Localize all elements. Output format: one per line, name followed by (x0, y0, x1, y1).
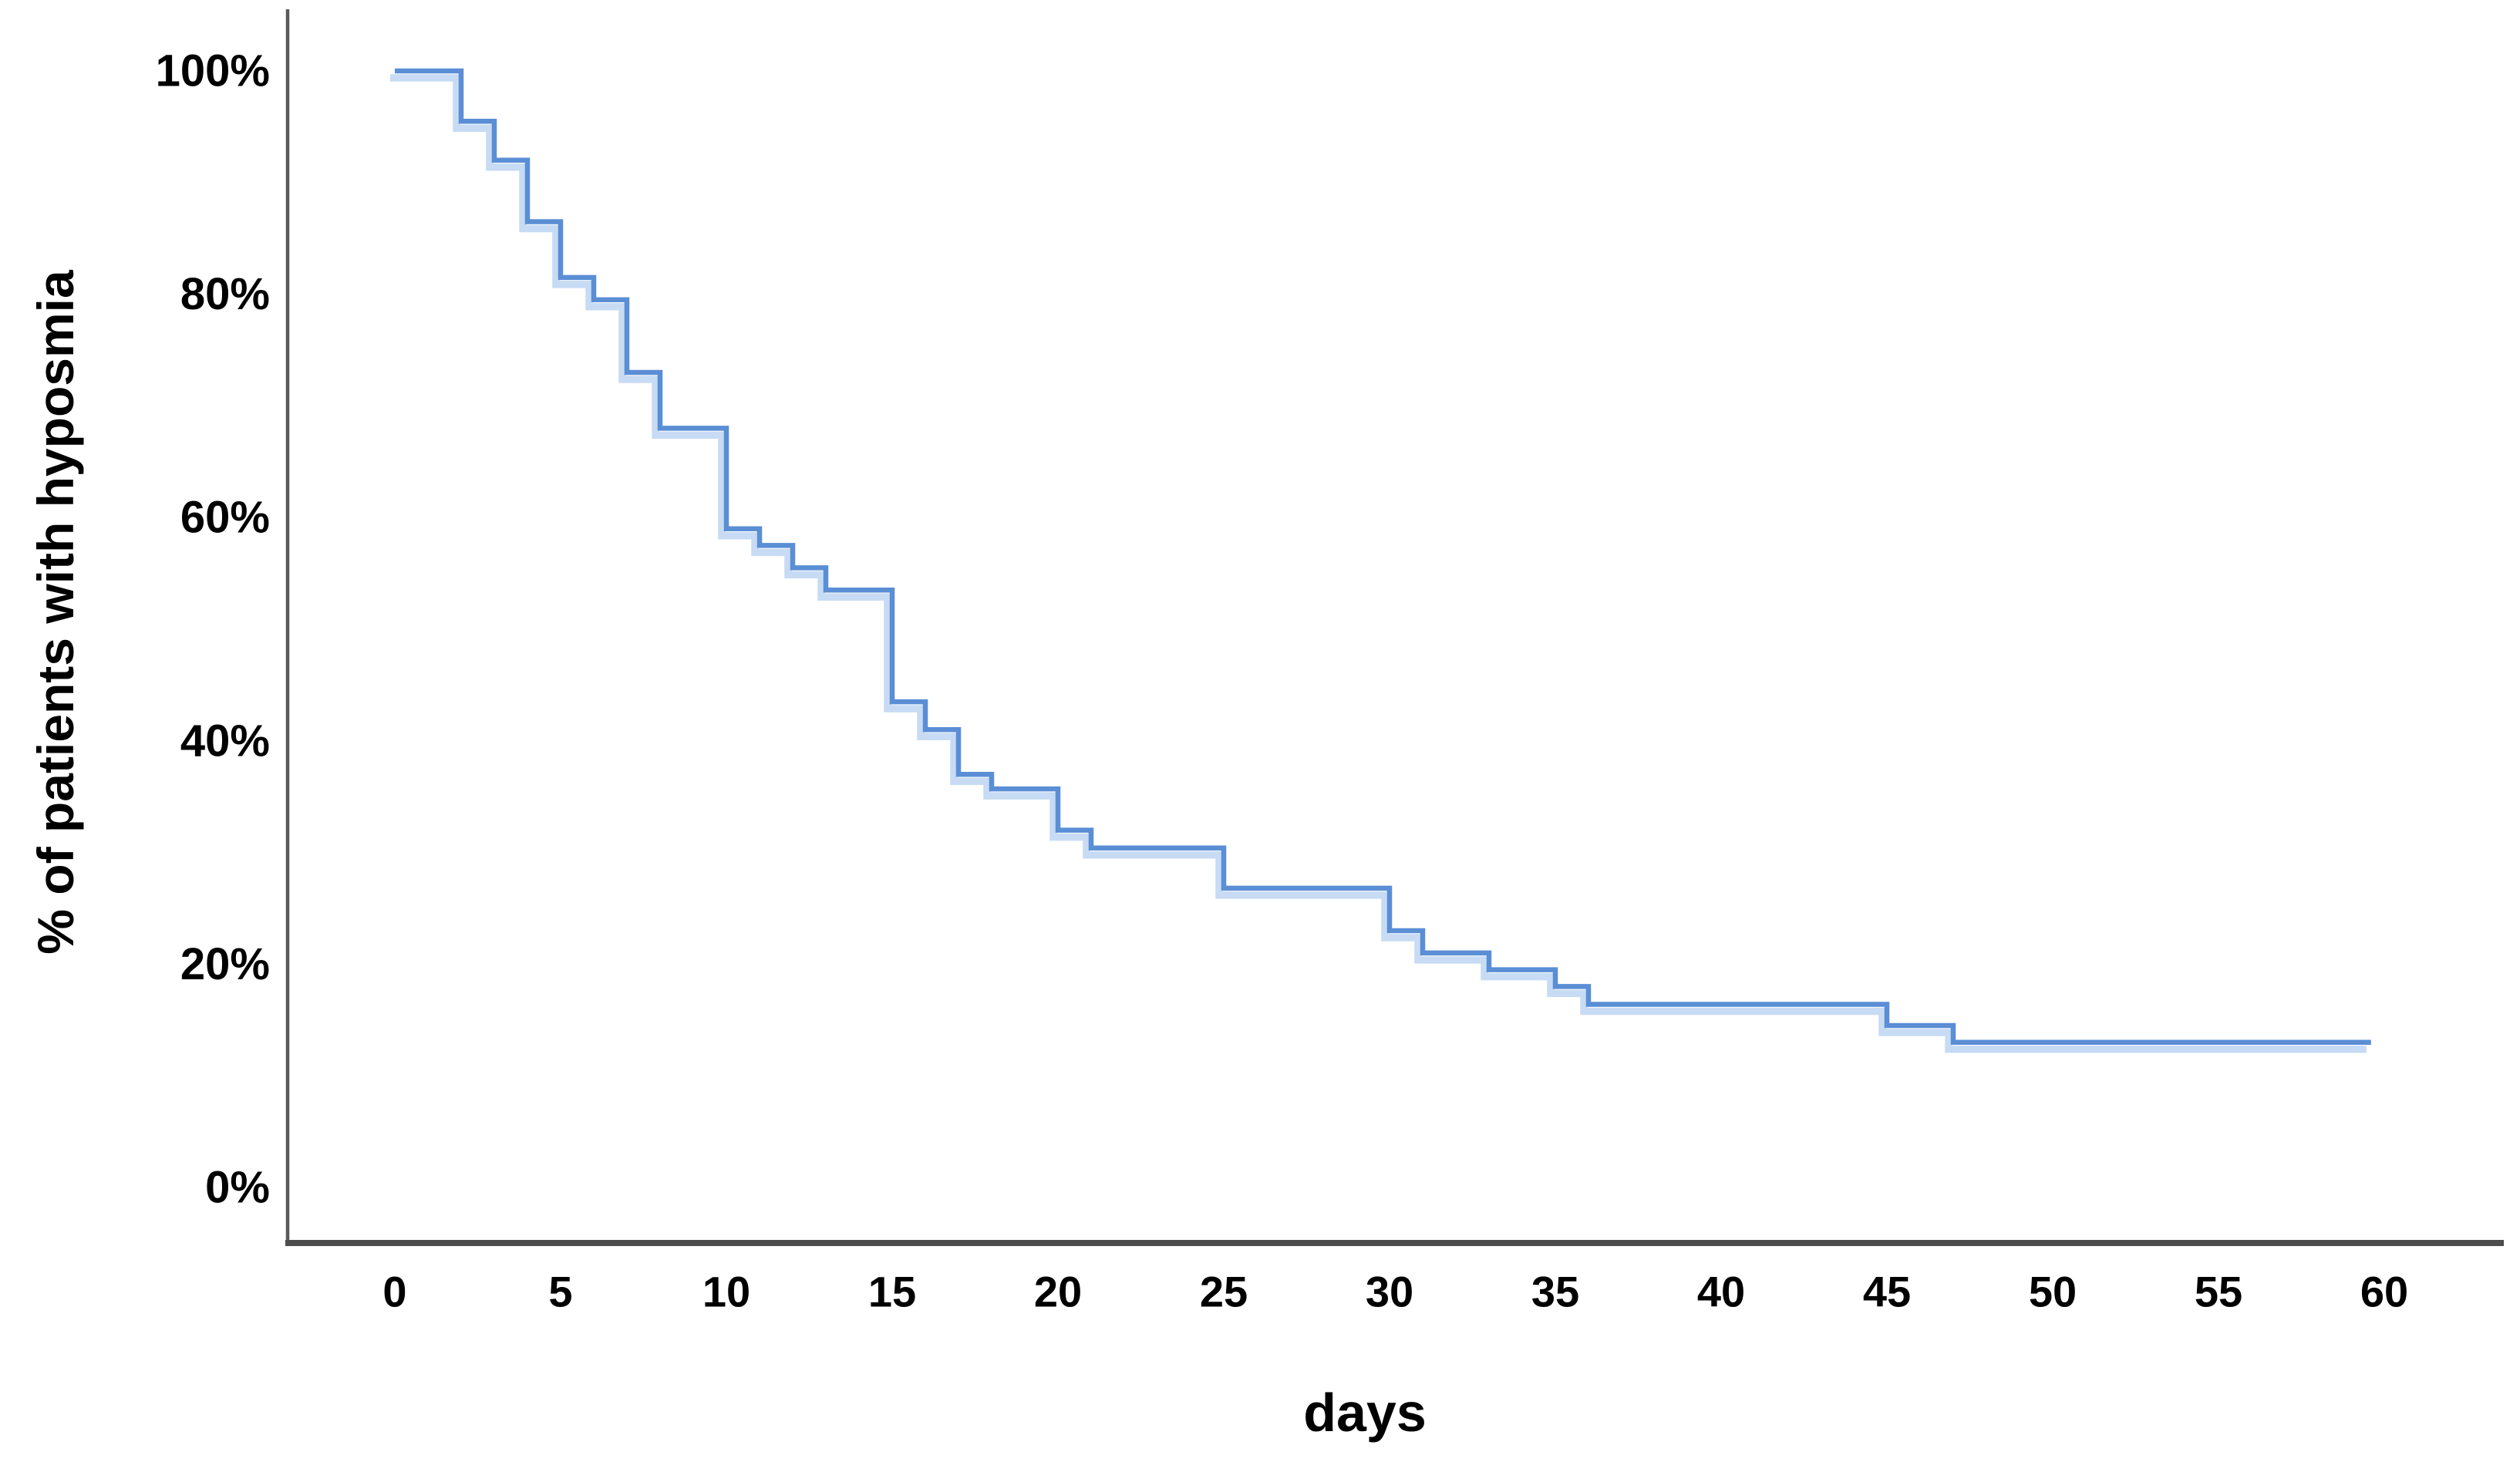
survival-curve-halo (390, 74, 2367, 1053)
x-tick-label: 60 (2360, 1268, 2408, 1316)
x-tick-label: 50 (2029, 1268, 2077, 1316)
x-tick-label: 35 (1531, 1268, 1579, 1316)
y-tick-labels: 100% 80% 60% 40% 20% 0% (156, 46, 270, 1213)
y-tick-label: 80% (180, 269, 270, 319)
x-tick-label: 5 (548, 1268, 572, 1316)
y-tick-label: 100% (156, 46, 270, 96)
x-tick-label: 30 (1366, 1268, 1413, 1316)
x-tick-label: 20 (1034, 1268, 1082, 1316)
x-tick-label: 0 (382, 1268, 406, 1316)
x-tick-labels: 0 5 10 15 20 25 30 35 40 45 50 55 60 (382, 1268, 2408, 1316)
y-tick-label: 0% (205, 1163, 270, 1213)
x-tick-label: 40 (1697, 1268, 1745, 1316)
y-tick-label: 60% (180, 493, 270, 543)
y-tick-label: 20% (180, 939, 270, 989)
x-tick-label: 15 (868, 1268, 916, 1316)
survival-curve (395, 68, 2371, 1046)
x-axis-title: days (1303, 1383, 1427, 1443)
x-tick-label: 45 (1863, 1268, 1911, 1316)
x-tick-label: 25 (1200, 1268, 1248, 1316)
x-tick-label: 55 (2195, 1268, 2242, 1316)
x-tick-label: 10 (702, 1268, 750, 1316)
y-axis-title: % of patients with hyposmia (27, 269, 84, 955)
y-tick-label: 40% (180, 716, 270, 766)
